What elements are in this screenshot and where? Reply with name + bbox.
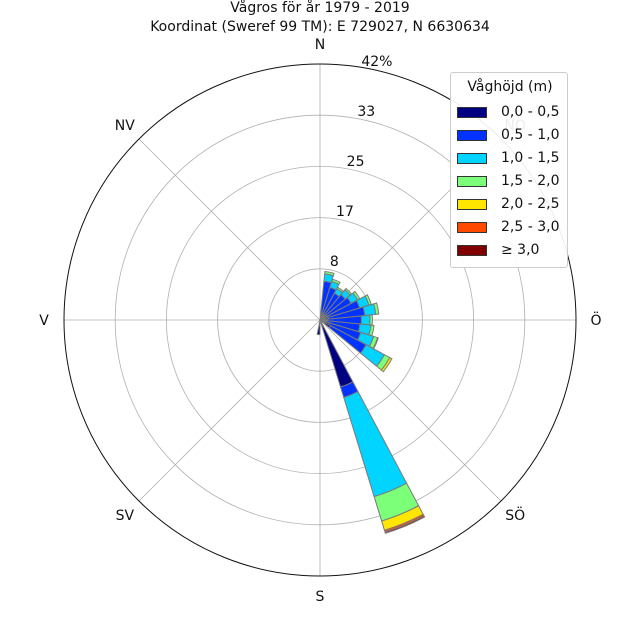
direction-label: S	[316, 589, 325, 605]
rose-segment	[369, 314, 373, 326]
grid-ring	[165, 165, 475, 475]
chart-subtitle: Koordinat (Sweref 99 TM): E 729027, N 66…	[150, 19, 490, 35]
rose-segment	[380, 356, 393, 373]
legend-item: 1,5 - 2,0	[457, 173, 567, 190]
direction-label: SÖ	[505, 506, 525, 524]
legend-item: ≥ 3,0	[457, 242, 567, 259]
rose-segment	[331, 278, 341, 286]
legend-label: 1,0 - 1,5	[501, 150, 560, 166]
grid-spoke	[138, 319, 321, 502]
grid-ring	[114, 114, 526, 526]
legend-item: 0,0 - 0,5	[457, 104, 567, 121]
rose-segment	[324, 270, 335, 277]
grid-spoke	[319, 319, 502, 502]
chart-title: Vågros för år 1979 - 2019	[230, 0, 410, 16]
legend-item: 1,0 - 1,5	[457, 150, 567, 167]
grid-ring	[217, 217, 423, 423]
legend-item: 2,5 - 3,0	[457, 219, 567, 236]
legend-swatch	[457, 245, 487, 256]
polar-frame	[63, 63, 577, 577]
direction-label: N	[315, 37, 325, 53]
legend-label: 1,5 - 2,0	[501, 173, 560, 189]
legend: Våghöjd (m) 0,0 - 0,5 0,5 - 1,0 1,0 - 1,…	[450, 72, 568, 268]
radial-tick-label: 42%	[361, 54, 392, 70]
legend-label: ≥ 3,0	[501, 242, 540, 258]
legend-swatch	[457, 153, 487, 164]
legend-label: 0,0 - 0,5	[501, 104, 560, 120]
legend-swatch	[457, 176, 487, 187]
direction-label: Ö	[590, 311, 601, 329]
legend-item: 0,5 - 1,0	[457, 127, 567, 144]
rose-segment	[373, 302, 380, 315]
legend-label: 0,5 - 1,0	[501, 127, 560, 143]
legend-swatch	[457, 222, 487, 233]
rose-segment	[360, 314, 371, 326]
grid-spoke	[138, 138, 321, 321]
legend-swatch	[457, 107, 487, 118]
rose-segment	[343, 390, 408, 498]
legend-item: 2,0 - 2,5	[457, 196, 567, 213]
radial-tick-label: 33	[357, 104, 375, 120]
direction-label: V	[39, 313, 49, 329]
legend-label: 2,0 - 2,5	[501, 196, 560, 212]
legend-swatch	[457, 199, 487, 210]
rose-segment	[316, 319, 321, 336]
radial-tick-label: 25	[347, 154, 365, 170]
legend-title: Våghöjd (m)	[467, 79, 553, 95]
legend-swatch	[457, 130, 487, 141]
direction-label: SV	[116, 508, 135, 524]
radial-tick-label: 17	[336, 204, 354, 220]
rose-segment	[384, 515, 426, 534]
direction-label: NV	[115, 118, 135, 134]
legend-label: 2,5 - 3,0	[501, 219, 560, 235]
radial-tick-label: 8	[330, 254, 339, 270]
